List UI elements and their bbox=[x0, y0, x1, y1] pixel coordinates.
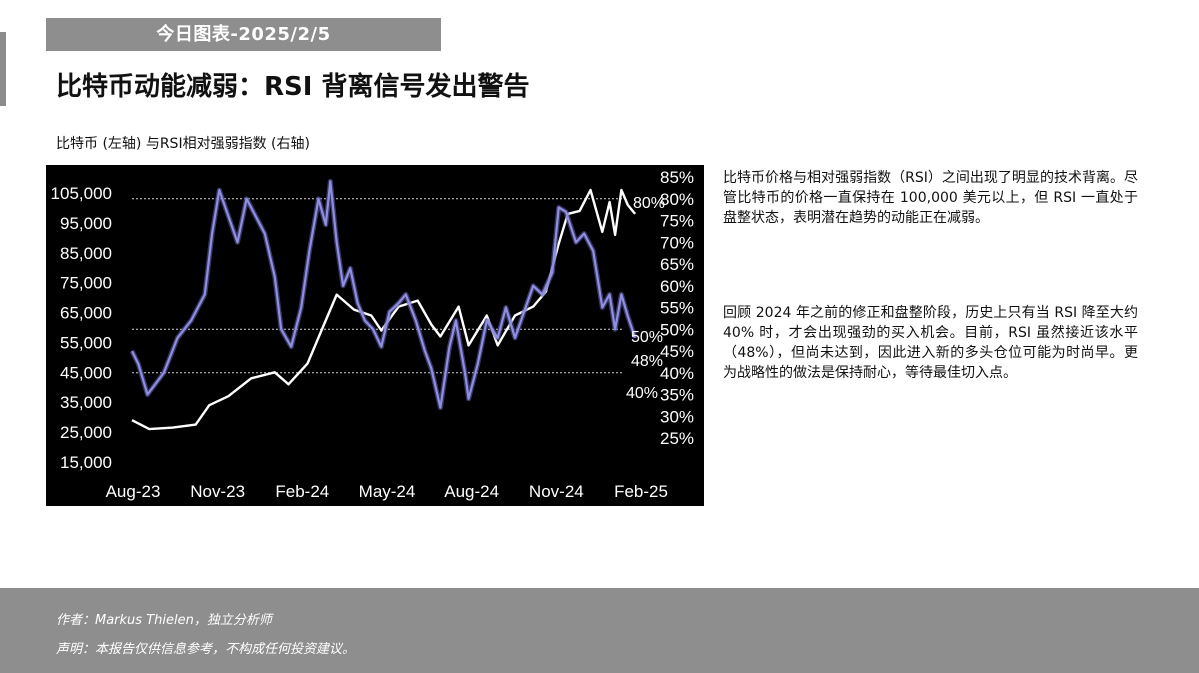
analysis-paragraph-1: 比特币价格与相对强弱指数（RSI）之间出现了明显的技术背离。尽管比特币的价格一直… bbox=[723, 170, 1138, 226]
left-tick-label: 45,000 bbox=[60, 363, 112, 382]
current-rsi-label: 48% bbox=[631, 353, 663, 370]
reference-label-40: 40% bbox=[626, 385, 658, 402]
left-tick-label: 55,000 bbox=[60, 333, 112, 352]
left-tick-label: 105,000 bbox=[51, 184, 112, 203]
left-accent-bar bbox=[0, 32, 6, 106]
x-tick-label: Feb-24 bbox=[275, 482, 329, 501]
chart-panel: 105,000 95,000 85,000 75,000 65,000 55,000 45,… bbox=[46, 165, 704, 506]
right-tick-label: 65% bbox=[660, 255, 694, 274]
right-tick-label: 30% bbox=[660, 407, 694, 426]
right-tick-label: 55% bbox=[660, 299, 694, 318]
right-tick-label: 35% bbox=[660, 386, 694, 405]
x-tick-label: Nov-24 bbox=[529, 482, 584, 501]
right-tick-label: 85% bbox=[660, 168, 694, 187]
x-tick-label: Aug-24 bbox=[444, 482, 499, 501]
right-tick-label: 40% bbox=[660, 364, 694, 383]
btc-price-line bbox=[131, 188, 637, 431]
left-tick-label: 85,000 bbox=[60, 244, 112, 263]
x-tick-label: May-24 bbox=[359, 482, 416, 501]
reference-label-80: 80% bbox=[633, 195, 665, 212]
left-tick-label: 75,000 bbox=[60, 274, 112, 293]
reference-label-50: 50% bbox=[631, 329, 663, 346]
btc-rsi-chart: 105,000 95,000 85,000 75,000 65,000 55,000 45,… bbox=[51, 168, 694, 501]
page-title: 比特币动能减弱：RSI 背离信号发出警告 bbox=[56, 72, 530, 102]
x-tick-label: Nov-23 bbox=[190, 482, 245, 501]
footer-disclaimer: 声明：本报告仅供信息参考，不构成任何投资建议。 bbox=[56, 642, 356, 657]
right-tick-label: 50% bbox=[660, 320, 694, 339]
right-tick-label: 25% bbox=[660, 429, 694, 448]
left-tick-label: 65,000 bbox=[60, 304, 112, 323]
left-tick-label: 25,000 bbox=[60, 423, 112, 442]
date-banner: 今日图表-2025/2/5 bbox=[46, 18, 441, 51]
left-tick-label: 15,000 bbox=[60, 453, 112, 472]
footer-author: 作者：Markus Thielen，独立分析师 bbox=[56, 613, 272, 628]
right-tick-label: 75% bbox=[660, 212, 694, 231]
right-tick-label: 80% bbox=[660, 190, 694, 209]
right-tick-label: 70% bbox=[660, 233, 694, 252]
rsi-line bbox=[131, 180, 637, 409]
footer-bar: 作者：Markus Thielen，独立分析师 声明：本报告仅供信息参考，不构成… bbox=[0, 588, 1199, 673]
left-tick-label: 95,000 bbox=[60, 214, 112, 233]
x-tick-label: Feb-25 bbox=[614, 482, 668, 501]
chart-subtitle: 比特币 (左轴) 与RSI相对强弱指数 (右轴) bbox=[56, 136, 310, 152]
analysis-paragraph-2: 回顾 2024 年之前的修正和盘整阶段，历史上只有当 RSI 降至大约 40% … bbox=[723, 305, 1138, 381]
x-tick-label: Aug-23 bbox=[106, 482, 161, 501]
left-tick-label: 35,000 bbox=[60, 393, 112, 412]
right-tick-label: 60% bbox=[660, 277, 694, 296]
right-tick-label: 45% bbox=[660, 342, 694, 361]
rsi-line-glow bbox=[129, 178, 638, 411]
